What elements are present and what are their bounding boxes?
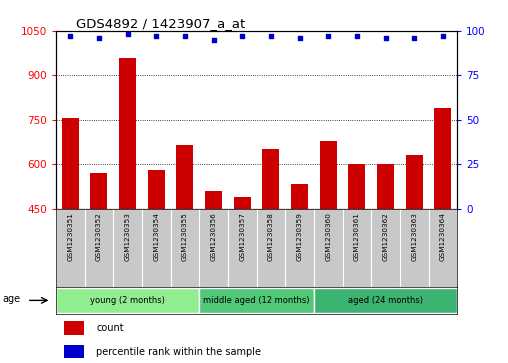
Bar: [64, 345, 84, 358]
Point: [410, 35, 418, 41]
Text: count: count: [96, 323, 123, 333]
Bar: [199, 288, 314, 313]
Bar: [119, 57, 136, 209]
Text: GSM1230361: GSM1230361: [354, 212, 360, 261]
Text: percentile rank within the sample: percentile rank within the sample: [96, 347, 261, 357]
Bar: [64, 322, 84, 335]
Point: [382, 35, 390, 41]
Text: GSM1230352: GSM1230352: [96, 212, 102, 261]
Point: [238, 33, 246, 39]
Bar: [320, 140, 337, 209]
Point: [123, 32, 132, 37]
Point: [152, 33, 160, 39]
Bar: [176, 145, 194, 209]
Text: GSM1230362: GSM1230362: [383, 212, 389, 261]
Text: GSM1230354: GSM1230354: [153, 212, 159, 261]
Bar: [64, 331, 84, 334]
Bar: [90, 173, 108, 209]
Text: GSM1230357: GSM1230357: [239, 212, 245, 261]
Text: middle aged (12 months): middle aged (12 months): [203, 296, 310, 305]
Bar: [56, 288, 199, 313]
Text: GSM1230355: GSM1230355: [182, 212, 188, 261]
Point: [181, 33, 189, 39]
Text: GSM1230359: GSM1230359: [297, 212, 303, 261]
Bar: [262, 150, 279, 209]
Text: GSM1230353: GSM1230353: [124, 212, 131, 261]
Text: GDS4892 / 1423907_a_at: GDS4892 / 1423907_a_at: [76, 17, 245, 30]
Bar: [234, 197, 251, 209]
Text: GSM1230364: GSM1230364: [440, 212, 446, 261]
Point: [95, 35, 103, 41]
Point: [439, 33, 447, 39]
Text: GSM1230351: GSM1230351: [67, 212, 73, 261]
Bar: [291, 184, 308, 209]
Point: [209, 37, 217, 42]
Point: [296, 35, 304, 41]
Point: [324, 33, 332, 39]
Bar: [148, 170, 165, 209]
Bar: [377, 164, 394, 209]
Text: aged (24 months): aged (24 months): [348, 296, 423, 305]
Bar: [348, 164, 365, 209]
Bar: [314, 288, 457, 313]
Bar: [405, 155, 423, 209]
Text: young (2 months): young (2 months): [90, 296, 165, 305]
Text: GSM1230356: GSM1230356: [210, 212, 216, 261]
Text: GSM1230358: GSM1230358: [268, 212, 274, 261]
Text: GSM1230360: GSM1230360: [325, 212, 331, 261]
Text: age: age: [3, 294, 21, 304]
Text: GSM1230363: GSM1230363: [411, 212, 417, 261]
Bar: [434, 108, 452, 209]
Point: [66, 33, 74, 39]
Bar: [205, 191, 222, 209]
Bar: [61, 118, 79, 209]
Point: [267, 33, 275, 39]
Point: [353, 33, 361, 39]
